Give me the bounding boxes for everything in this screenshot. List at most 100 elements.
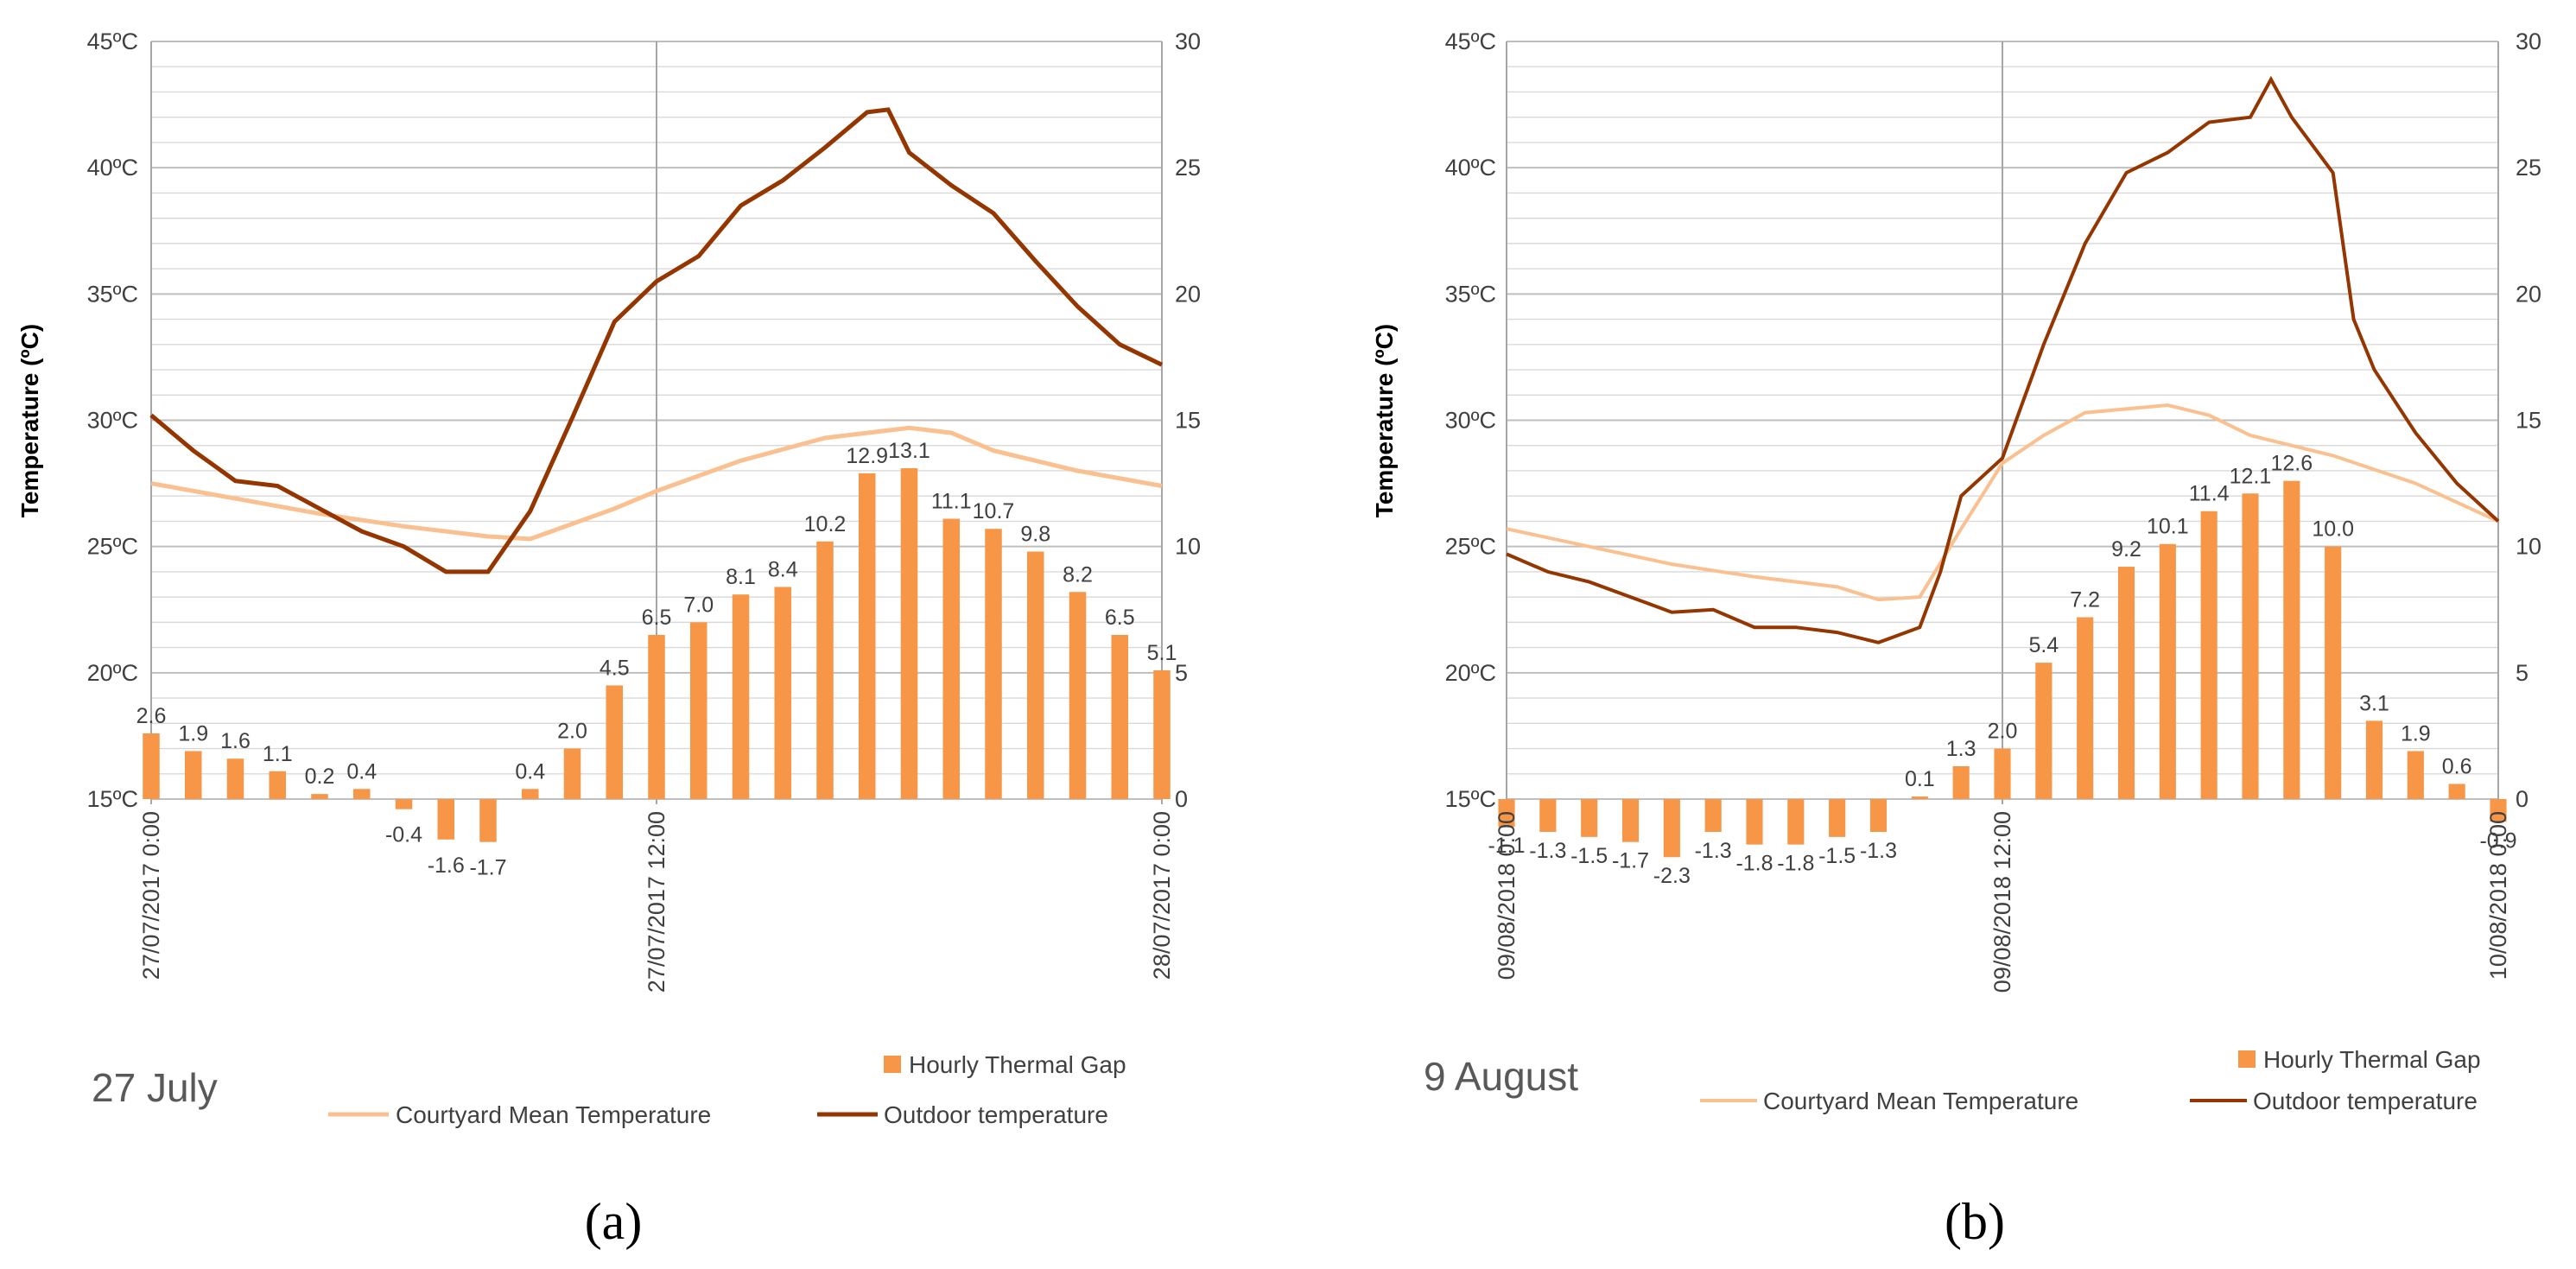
- data-label: -1.5: [1570, 844, 1608, 868]
- data-label: -1.8: [1777, 852, 1814, 876]
- data-label: 2.6: [136, 704, 167, 728]
- data-label: 0.6: [2442, 754, 2472, 778]
- data-label: 2.0: [557, 720, 587, 744]
- data-label: 3.1: [2359, 691, 2389, 715]
- bar: [2283, 480, 2300, 799]
- data-label: 1.9: [178, 721, 208, 746]
- bar: [1069, 592, 1087, 799]
- data-label: -0.9: [2479, 828, 2516, 853]
- data-label: 0.4: [346, 759, 377, 784]
- figure-caption: (b): [1945, 1193, 2005, 1250]
- data-label: -1.7: [469, 856, 506, 880]
- data-label: 1.3: [1946, 737, 1976, 761]
- data-label: 10.2: [804, 512, 847, 536]
- y-axis-right: 0 5 10 15 20 25 30: [2516, 29, 2541, 812]
- bar: [2117, 567, 2135, 799]
- bar: [774, 587, 791, 799]
- bar: [1994, 748, 2011, 799]
- x-tick-label: 28/07/2017 0:00: [1149, 811, 1175, 980]
- data-label: -1.3: [1860, 839, 1897, 863]
- data-label: -2.3: [1653, 864, 1691, 888]
- legend-label-courtyard: Courtyard Mean Temperature: [396, 1101, 711, 1128]
- bar: [437, 799, 454, 840]
- bar: [563, 748, 581, 799]
- data-label: 9.2: [2111, 537, 2141, 562]
- legend-label-courtyard: Courtyard Mean Temperature: [1763, 1088, 2078, 1114]
- bar: [185, 751, 202, 799]
- y-axis-title: Temperature (ºC): [1371, 324, 1398, 517]
- data-label: 5.4: [2028, 633, 2059, 657]
- y-axis-right: 0 5 10 15 20 25 30: [1175, 29, 1201, 812]
- bar: [648, 634, 665, 799]
- bar: [2159, 543, 2176, 799]
- data-label: -1.1: [1488, 834, 1525, 858]
- y-tick-label: 45ºC: [1445, 29, 1496, 54]
- data-label: 10.7: [973, 499, 1015, 523]
- data-label: 11.4: [2189, 482, 2230, 506]
- y-tick-label: 25ºC: [1445, 534, 1496, 560]
- y-tick-label: 40ºC: [87, 155, 138, 181]
- bar: [606, 685, 623, 799]
- y2-tick-label: 15: [2516, 408, 2541, 434]
- data-label: 0.1: [1905, 767, 1935, 791]
- y-tick-label: 35ºC: [87, 281, 138, 307]
- bar: [311, 794, 328, 799]
- data-label: 5.1: [1147, 641, 1177, 665]
- bar: [1153, 669, 1171, 799]
- y2-tick-label: 30: [1175, 29, 1201, 54]
- bar: [2325, 546, 2342, 799]
- bar: [353, 789, 371, 799]
- line-outdoor-temperature: [1506, 75, 2500, 644]
- data-label: 1.6: [220, 729, 251, 753]
- y2-tick-label: 25: [1175, 155, 1201, 181]
- bar: [1539, 799, 1557, 833]
- figure-caption: (a): [585, 1193, 643, 1250]
- y2-tick-label: 0: [1175, 786, 1188, 812]
- y2-tick-label: 30: [2516, 29, 2541, 54]
- data-label: 12.6: [2270, 452, 2313, 476]
- chart-subtitle: 9 August: [1424, 1054, 1578, 1099]
- bar: [269, 771, 286, 799]
- y2-tick-label: 10: [1175, 534, 1201, 560]
- data-label: 12.9: [846, 444, 888, 468]
- bar: [732, 594, 750, 799]
- x-tick-label: 27/07/2017 0:00: [138, 811, 164, 980]
- legend-swatch-gap: [884, 1056, 901, 1073]
- data-label: -1.3: [1695, 839, 1732, 863]
- legend-label-outdoor: Outdoor temperature: [2253, 1088, 2478, 1114]
- legend-label-gap: Hourly Thermal Gap: [2263, 1046, 2481, 1073]
- y-tick-label: 30ºC: [1445, 408, 1496, 434]
- bar: [859, 473, 876, 799]
- data-label: 8.1: [726, 565, 756, 589]
- x-tick-label: 09/08/2018 0:00: [1494, 811, 1520, 980]
- y-axis-left: 15ºC 20ºC 25ºC 30ºC 35ºC 40ºC 45ºC: [1445, 29, 1496, 812]
- data-label: 8.2: [1063, 562, 1093, 587]
- y2-tick-label: 15: [1175, 408, 1201, 434]
- y-tick-label: 40ºC: [1445, 155, 1496, 181]
- panel-a-chart: 2.6 1.9 1.6 1.1 0.2 0.4 -0.4-1.6 -1.7 0.4 2.0 4.5 6…: [16, 29, 1201, 1250]
- data-label: 13.1: [888, 439, 930, 463]
- y-tick-label: 30ºC: [87, 408, 138, 434]
- data-label: 1.1: [263, 742, 293, 766]
- data-label: 7.2: [2070, 588, 2100, 612]
- y2-tick-label: 10: [2516, 534, 2541, 560]
- y2-tick-label: 0: [2516, 786, 2528, 812]
- y-tick-label: 45ºC: [87, 29, 138, 54]
- data-label: -1.6: [428, 853, 465, 878]
- data-label: 10.1: [2147, 515, 2189, 539]
- bar: [1704, 799, 1722, 833]
- data-labels: 2.6 1.9 1.6 1.1 0.2 0.4 -0.4-1.6 -1.7 0.4 2.0 4.5 6…: [136, 439, 1177, 880]
- bar: [1911, 796, 1928, 799]
- data-label: 2.0: [1988, 720, 2018, 744]
- bar: [2035, 663, 2053, 799]
- bar: [2490, 799, 2507, 822]
- data-label: 7.0: [683, 593, 714, 617]
- data-label: -1.7: [1612, 849, 1649, 873]
- y2-tick-label: 20: [1175, 281, 1201, 307]
- x-tick-label: 09/08/2018 12:00: [1989, 811, 2015, 993]
- y-tick-label: 15ºC: [1445, 786, 1496, 812]
- legend-label-outdoor: Outdoor temperature: [884, 1101, 1108, 1128]
- chart-subtitle: 27 July: [92, 1065, 218, 1110]
- data-label: -1.8: [1735, 852, 1773, 876]
- bar: [1829, 799, 1846, 837]
